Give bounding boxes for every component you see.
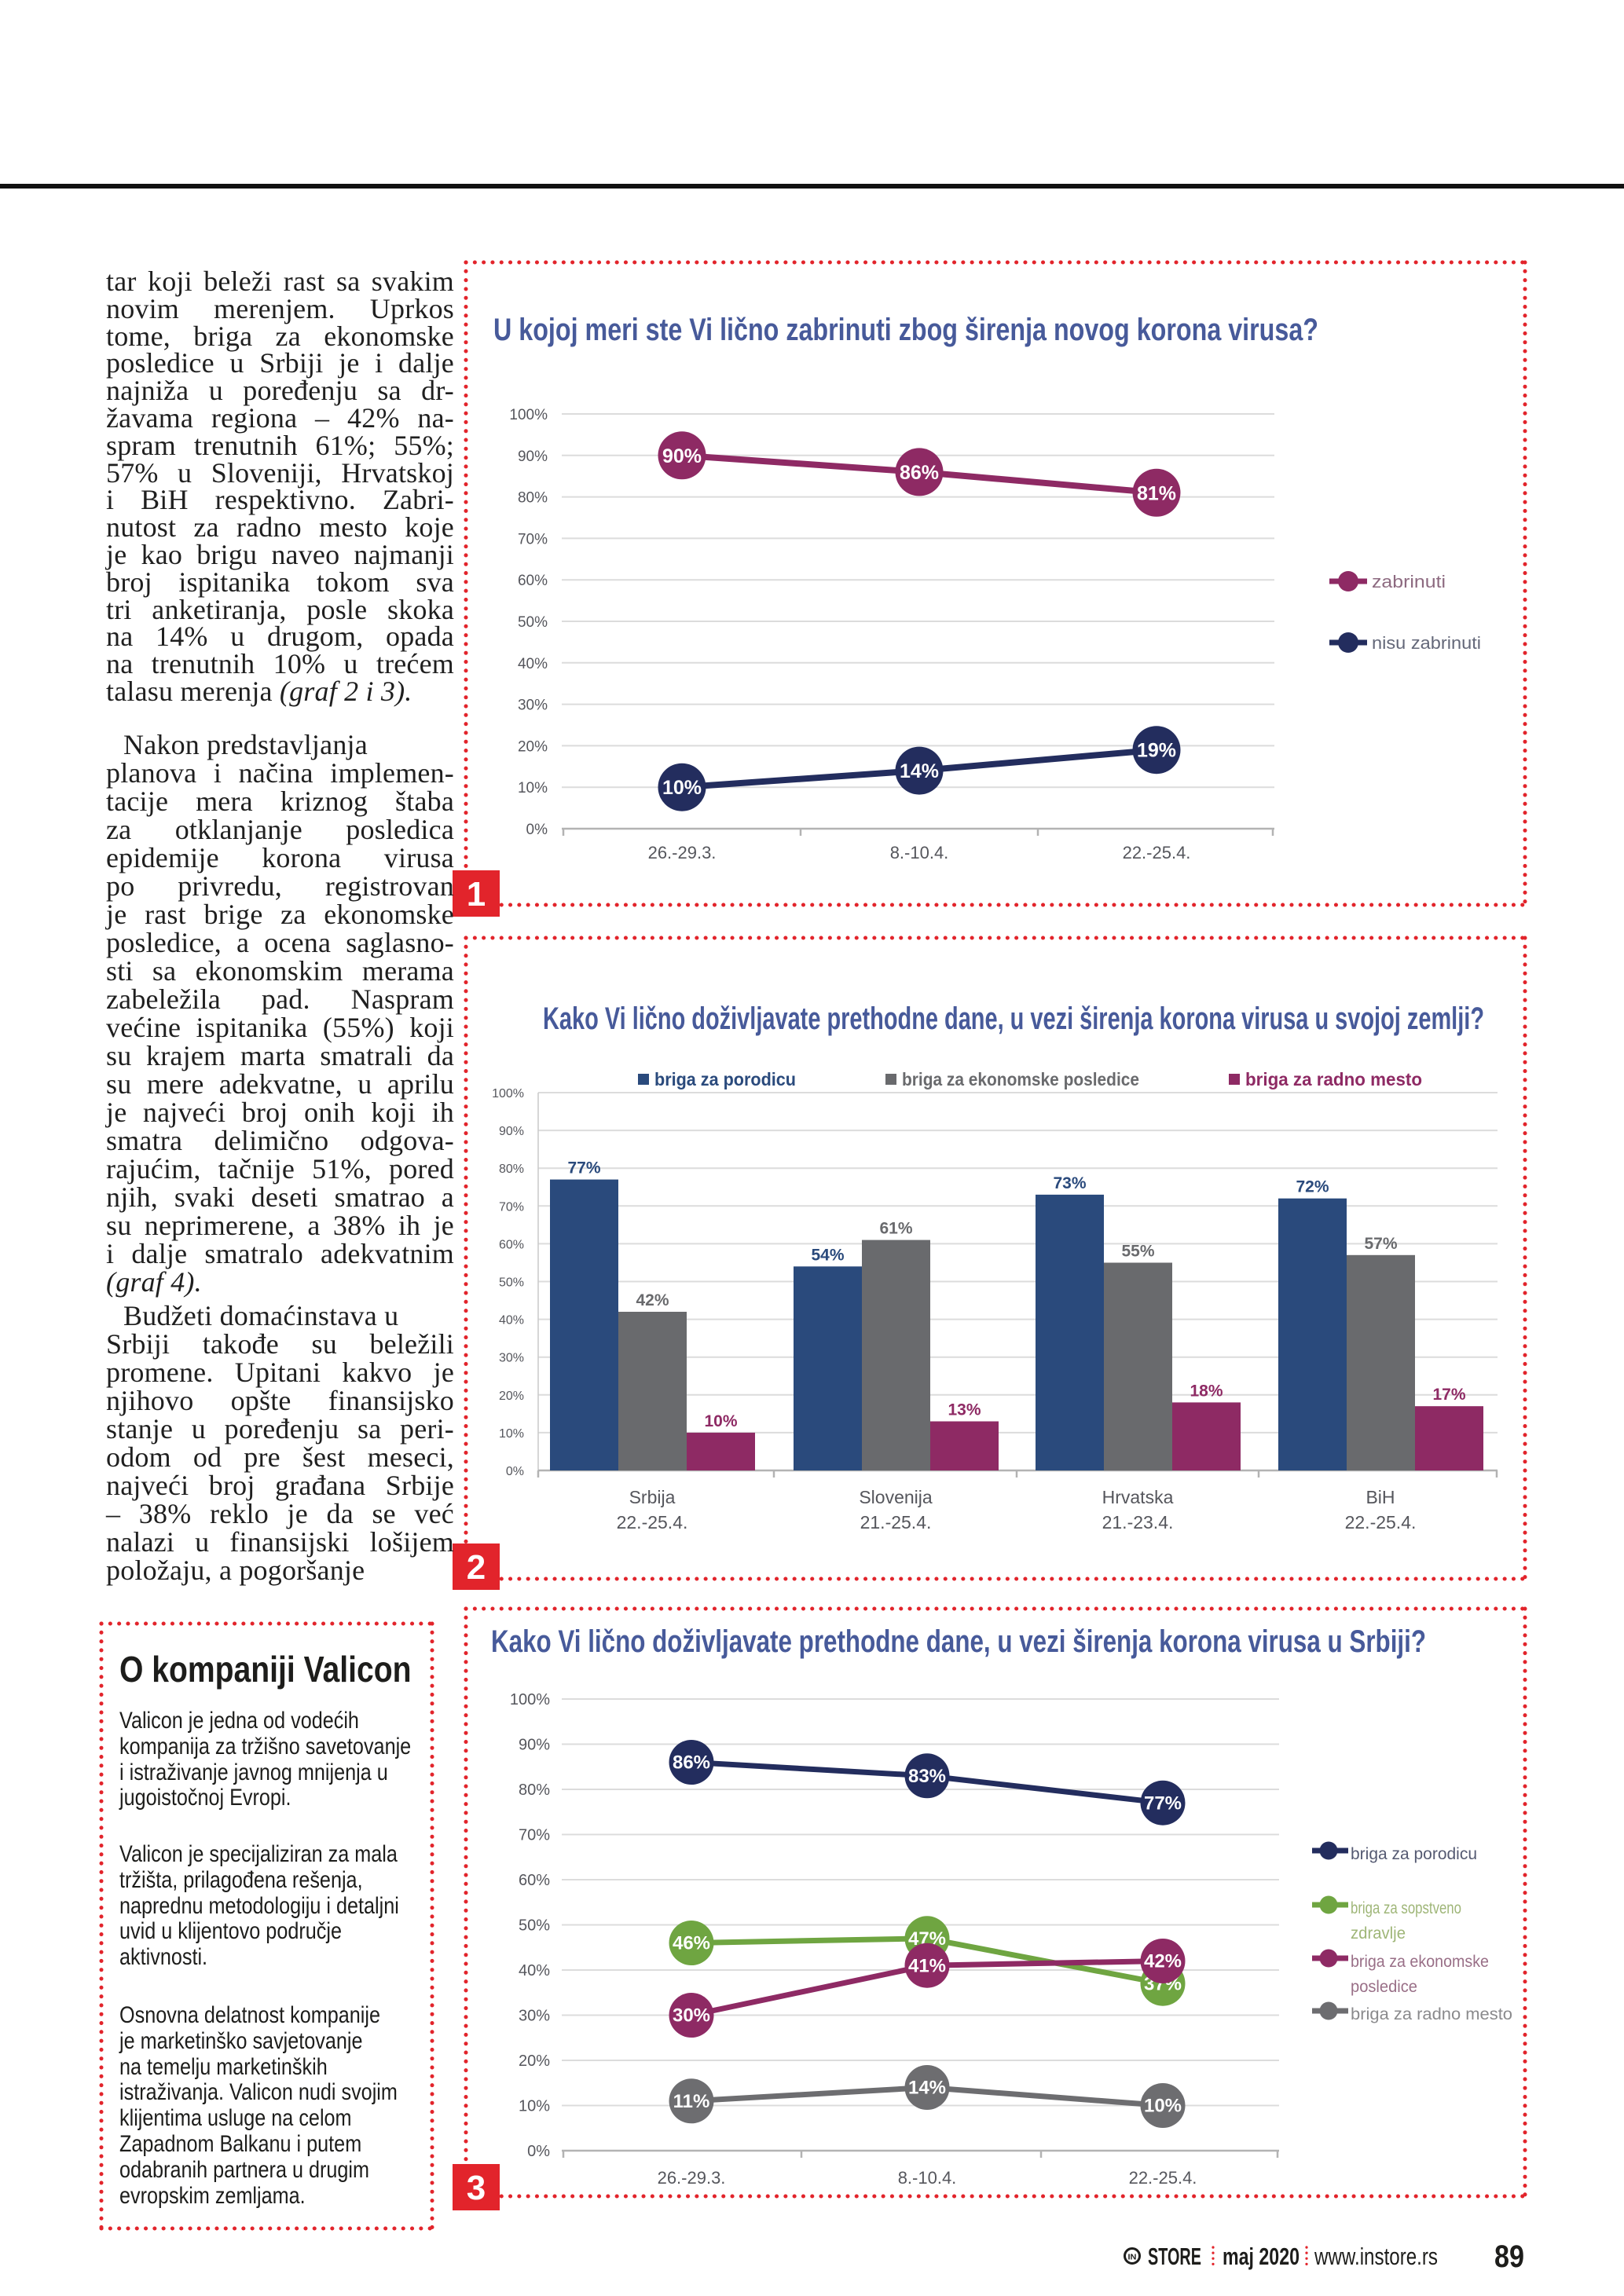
svg-text:14%: 14% <box>908 2078 946 2099</box>
svg-text:80%: 80% <box>518 490 548 507</box>
svg-text:10%: 10% <box>519 2098 550 2115</box>
svg-text:77%: 77% <box>1144 1792 1182 1814</box>
svg-text:briga za ekonomske: briga za ekonomske <box>1351 1953 1489 1971</box>
svg-text:89: 89 <box>1494 2239 1524 2274</box>
svg-text:80%: 80% <box>519 1782 550 1799</box>
svg-text:posledice: posledice <box>1351 1978 1417 1996</box>
svg-text:IN: IN <box>1128 2254 1137 2262</box>
svg-text:50%: 50% <box>519 1917 550 1935</box>
svg-text:30%: 30% <box>519 2008 550 2025</box>
svg-text:briga za radno mesto: briga za radno mesto <box>1351 2005 1512 2023</box>
svg-text:77%: 77% <box>567 1159 600 1177</box>
svg-text:90%: 90% <box>518 449 548 465</box>
svg-text:73%: 73% <box>1053 1174 1086 1192</box>
svg-text:86%: 86% <box>900 462 939 484</box>
svg-text:50%: 50% <box>499 1276 524 1290</box>
svg-text:8.-10.4.: 8.-10.4. <box>890 843 949 862</box>
svg-text:10%: 10% <box>518 780 548 796</box>
svg-text:42%: 42% <box>636 1291 669 1309</box>
svg-text:81%: 81% <box>1137 482 1176 504</box>
svg-text:54%: 54% <box>811 1246 844 1264</box>
svg-text:26.-29.3.: 26.-29.3. <box>658 2168 726 2188</box>
svg-text:86%: 86% <box>673 1752 710 1774</box>
svg-text:70%: 70% <box>499 1200 524 1214</box>
svg-text:10%: 10% <box>704 1412 737 1430</box>
svg-text:www.instore.rs: www.instore.rs <box>1314 2243 1438 2270</box>
svg-text:40%: 40% <box>518 656 548 672</box>
svg-text:Kako Vi lično doživljavate pre: Kako Vi lično doživljavate prethodne dan… <box>491 1624 1426 1659</box>
svg-text:20%: 20% <box>499 1390 524 1403</box>
svg-text:0%: 0% <box>527 2143 550 2160</box>
svg-text:1: 1 <box>467 875 486 914</box>
svg-text:90%: 90% <box>499 1125 524 1138</box>
svg-text:11%: 11% <box>673 2091 710 2112</box>
svg-text:22.-25.4.: 22.-25.4. <box>1345 1512 1417 1532</box>
svg-text:20%: 20% <box>519 2052 550 2070</box>
svg-text:21.-25.4.: 21.-25.4. <box>860 1512 932 1532</box>
svg-text:0%: 0% <box>526 822 548 838</box>
svg-text:0%: 0% <box>506 1465 524 1478</box>
svg-text:72%: 72% <box>1296 1178 1329 1196</box>
svg-text:13%: 13% <box>948 1401 981 1419</box>
svg-text:60%: 60% <box>519 1872 550 1889</box>
svg-text:60%: 60% <box>499 1238 524 1251</box>
svg-text:30%: 30% <box>518 698 548 714</box>
svg-text:10%: 10% <box>662 777 702 799</box>
svg-text:30%: 30% <box>673 2005 710 2027</box>
svg-text:40%: 40% <box>499 1314 524 1327</box>
svg-text:Srbija: Srbija <box>629 1487 676 1507</box>
svg-text:zdravlje: zdravlje <box>1351 1924 1406 1943</box>
svg-text:Hrvatska: Hrvatska <box>1102 1487 1174 1507</box>
svg-text:briga za radno mesto: briga za radno mesto <box>1245 1069 1422 1089</box>
svg-text:18%: 18% <box>1190 1382 1223 1400</box>
svg-text:80%: 80% <box>499 1163 524 1176</box>
svg-text:Slovenija: Slovenija <box>859 1487 933 1507</box>
svg-text:maj 2020: maj 2020 <box>1223 2243 1300 2270</box>
svg-text:61%: 61% <box>879 1220 912 1238</box>
svg-text:41%: 41% <box>908 1955 946 1976</box>
svg-text:22.-25.4.: 22.-25.4. <box>1123 843 1191 862</box>
svg-text:U kojoj meri ste Vi lično zabr: U kojoj meri ste Vi lično zabrinuti zbog… <box>493 313 1318 347</box>
svg-text:70%: 70% <box>519 1827 550 1844</box>
svg-text:100%: 100% <box>492 1087 524 1100</box>
svg-text:100%: 100% <box>510 1691 550 1708</box>
svg-text:42%: 42% <box>1144 1951 1182 1972</box>
svg-text:100%: 100% <box>509 407 548 423</box>
svg-text:55%: 55% <box>1121 1242 1154 1260</box>
svg-text:2: 2 <box>467 1548 486 1587</box>
svg-text:briga za sopstveno: briga za sopstveno <box>1351 1899 1461 1917</box>
svg-text:83%: 83% <box>908 1766 946 1787</box>
svg-text:40%: 40% <box>519 1962 550 1979</box>
svg-text:10%: 10% <box>499 1427 524 1441</box>
svg-text:90%: 90% <box>519 1737 550 1754</box>
svg-text:3: 3 <box>467 2169 486 2207</box>
svg-text:60%: 60% <box>518 573 548 589</box>
svg-text:22.-25.4.: 22.-25.4. <box>617 1512 688 1532</box>
svg-text:50%: 50% <box>518 614 548 631</box>
svg-text:70%: 70% <box>518 531 548 547</box>
svg-text:46%: 46% <box>673 1933 710 1954</box>
svg-text:90%: 90% <box>662 445 702 467</box>
svg-text:22.-25.4.: 22.-25.4. <box>1129 2168 1197 2188</box>
svg-text:10%: 10% <box>1144 2096 1182 2117</box>
svg-text:19%: 19% <box>1137 740 1176 762</box>
svg-text:BiH: BiH <box>1366 1487 1395 1507</box>
svg-text:briga za porodicu: briga za porodicu <box>1351 1845 1477 1863</box>
svg-text:21.-23.4.: 21.-23.4. <box>1102 1512 1174 1532</box>
svg-text:20%: 20% <box>518 738 548 755</box>
svg-text:14%: 14% <box>900 760 939 782</box>
svg-text:8.-10.4.: 8.-10.4. <box>898 2168 957 2188</box>
svg-text:briga za ekonomske posledice: briga za ekonomske posledice <box>902 1069 1139 1089</box>
svg-text:Kako Vi lično doživljavate pre: Kako Vi lično doživljavate prethodne dan… <box>543 1002 1484 1036</box>
svg-text:17%: 17% <box>1432 1386 1465 1404</box>
svg-text:STORE: STORE <box>1148 2243 1201 2270</box>
svg-text:zabrinuti: zabrinuti <box>1372 572 1446 591</box>
svg-text:57%: 57% <box>1364 1235 1397 1253</box>
svg-text:30%: 30% <box>499 1352 524 1365</box>
svg-text:26.-29.3.: 26.-29.3. <box>648 843 717 862</box>
svg-text:briga za porodicu: briga za porodicu <box>654 1069 796 1089</box>
svg-text:nisu zabrinuti: nisu zabrinuti <box>1372 633 1481 653</box>
